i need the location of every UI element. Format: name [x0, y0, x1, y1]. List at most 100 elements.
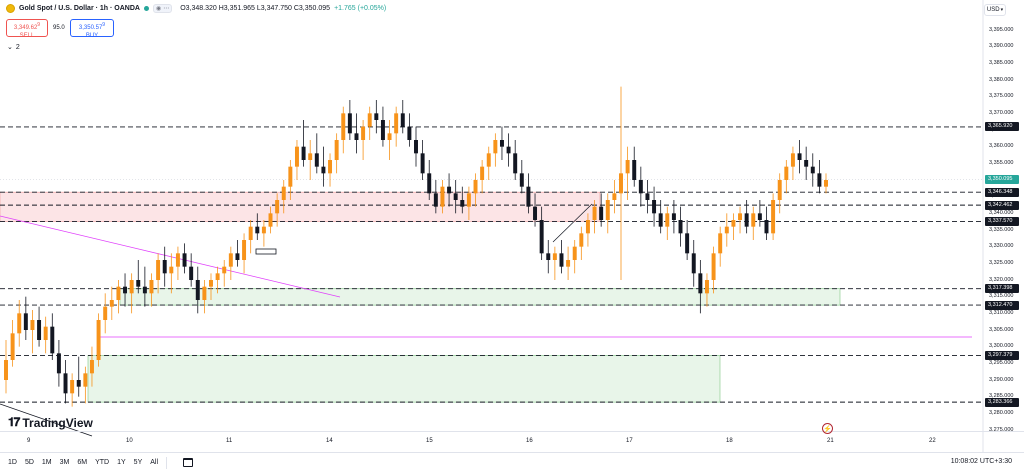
- buy-label: BUY: [85, 33, 99, 39]
- lightning-icon[interactable]: ⚡: [822, 423, 833, 434]
- candle-body: [493, 140, 498, 154]
- candle-body: [169, 266, 174, 274]
- candle-body: [37, 320, 42, 340]
- candle-body: [374, 113, 379, 120]
- candle-body: [83, 373, 88, 387]
- candle-body: [248, 226, 253, 240]
- sell-label: SELL: [19, 33, 35, 39]
- candle-body: [698, 273, 703, 294]
- candle-body: [209, 280, 213, 287]
- candle-body: [129, 280, 134, 294]
- candle-body: [43, 326, 48, 340]
- candle-body: [685, 233, 690, 254]
- timeframe-button[interactable]: 1Y: [117, 459, 126, 466]
- candle-body: [486, 153, 491, 167]
- more-icon: ⋯: [163, 6, 170, 12]
- candle-body: [797, 153, 802, 160]
- time-tick-label: 17: [626, 438, 633, 444]
- candle-body: [281, 186, 286, 200]
- candle-body: [460, 200, 465, 207]
- candle-body: [539, 220, 544, 254]
- timeframe-button[interactable]: 3M: [59, 459, 70, 466]
- candle-body: [367, 113, 372, 127]
- buy-button[interactable]: 3,350.579 BUY: [70, 19, 114, 39]
- timeframe-button[interactable]: 1D: [8, 459, 17, 466]
- indicators-count: 2: [15, 43, 20, 51]
- timeframe-button[interactable]: YTD: [95, 459, 110, 466]
- candle-body: [731, 220, 736, 227]
- price-tick-label: 3,375.000: [989, 93, 1014, 100]
- candle-body: [572, 246, 577, 260]
- support-zone-lower: [87, 355, 721, 403]
- candle-body: [533, 206, 538, 220]
- candle-body: [585, 220, 590, 234]
- candle-body: [678, 220, 683, 234]
- divider: [166, 456, 168, 469]
- time-tick-label: 9: [27, 438, 31, 444]
- candle-body: [361, 126, 366, 140]
- calendar-icon[interactable]: [183, 458, 194, 467]
- candle-body: [109, 300, 114, 307]
- candle-body: [638, 180, 643, 194]
- timeframe-bar: 1D 5D 1M 3M 6M YTD 1Y 5Y All: [0, 452, 1024, 472]
- price-tick-label: 3,290.000: [989, 376, 1014, 383]
- level-price-tag: 3,297.379: [985, 350, 1019, 360]
- candle-body: [453, 193, 458, 200]
- candle-body: [619, 173, 623, 194]
- price-tick-label: 3,390.000: [989, 43, 1014, 50]
- candle-body: [189, 266, 194, 280]
- timeframe-button[interactable]: 1M: [41, 459, 52, 466]
- current-price-tag: 3,350.095: [985, 175, 1019, 185]
- candle-body: [70, 380, 75, 394]
- candle-body: [407, 126, 412, 140]
- candle-body: [466, 193, 471, 207]
- candle-body: [10, 333, 15, 360]
- candle-body: [757, 213, 762, 220]
- resistance-zone: [0, 191, 601, 222]
- timeframe-button[interactable]: 5Y: [133, 459, 143, 466]
- timeframe-button[interactable]: 6M: [77, 459, 88, 466]
- time-tick-label: 16: [526, 438, 533, 444]
- price-tick-label: 3,280.000: [989, 409, 1014, 416]
- candle-body: [142, 286, 147, 294]
- candle-body: [804, 160, 809, 167]
- support-zone-upper: [119, 288, 841, 306]
- candle-body: [473, 180, 478, 194]
- buy-price: 3,350.57: [78, 25, 103, 31]
- tradingview-logo[interactable]: 𝟏𝟕 TradingView: [8, 415, 93, 430]
- spread-value: 95.0: [53, 25, 65, 31]
- candle-body: [427, 173, 432, 194]
- candle-body: [447, 186, 452, 194]
- candle-body: [162, 260, 167, 274]
- candle-body: [380, 120, 385, 140]
- level-price-tag: 3,346.348: [985, 187, 1019, 197]
- sell-price: 3,349.62: [13, 25, 38, 31]
- candle-body: [149, 280, 154, 294]
- candle-body: [414, 140, 418, 154]
- time-tick-label: 21: [827, 438, 834, 444]
- timeframe-button[interactable]: All: [150, 459, 159, 466]
- time-tick-label: 14: [326, 438, 333, 444]
- candle-body: [294, 146, 299, 167]
- candle-body: [308, 153, 313, 160]
- clock[interactable]: 10:08:02 UTC+3:30: [950, 458, 1012, 465]
- symbol-title[interactable]: Gold Spot / U.S. Dollar · 1h · OANDA: [19, 5, 140, 12]
- sell-button[interactable]: 3,349.629 SELL: [6, 19, 48, 39]
- currency-select[interactable]: USD ▾: [984, 4, 1006, 16]
- candle-body: [744, 213, 749, 227]
- candle-body: [17, 313, 22, 334]
- candle-body: [116, 286, 121, 300]
- candle-body: [632, 160, 637, 180]
- indicators-toggle[interactable]: ⌄ 2: [7, 43, 20, 52]
- timeframe-button[interactable]: 5D: [24, 459, 34, 466]
- candle-body: [123, 286, 128, 294]
- candle-body: [784, 166, 789, 180]
- candle-body: [612, 193, 617, 200]
- channel-line: [552, 203, 593, 243]
- legend-toggle-button[interactable]: ◉ ⋯: [152, 4, 173, 13]
- candle-body: [513, 153, 518, 174]
- candle-body: [777, 180, 782, 200]
- price-tick-label: 3,340.000: [989, 209, 1014, 216]
